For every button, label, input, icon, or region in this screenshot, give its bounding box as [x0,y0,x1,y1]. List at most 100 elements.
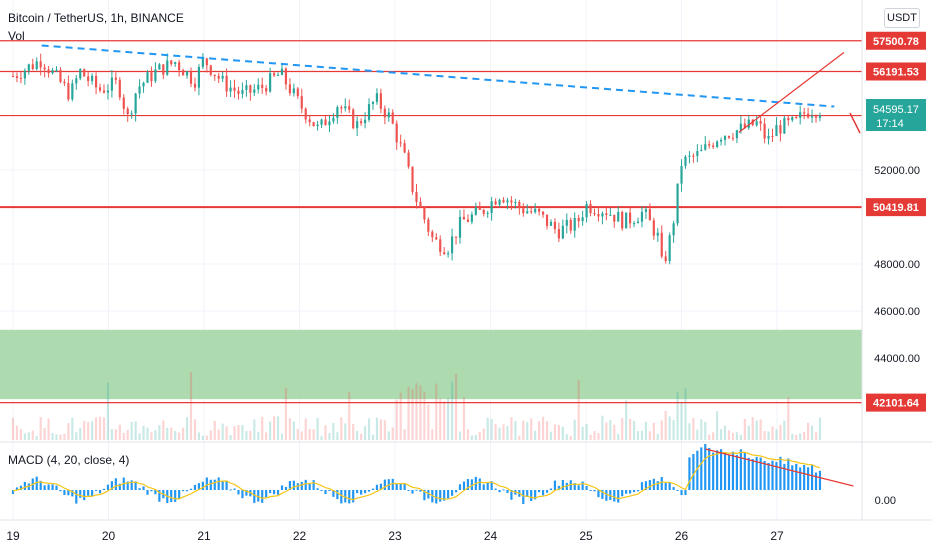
volume-bar [577,379,580,440]
candle-body [759,121,762,124]
candle-body [209,65,212,75]
candle-body [51,70,54,74]
volume-bar [466,429,470,440]
candle-body [55,69,58,71]
volume-bar [383,420,386,440]
price-tick-label: 46000.00 [874,306,920,318]
price-tick-label: 44000.00 [874,353,920,365]
volume-bar [320,435,323,440]
volume-bar [300,431,303,440]
volume-bar [284,387,288,440]
candle-body [63,81,66,84]
macd-bar [265,490,268,498]
candle-body [617,211,620,222]
currency-badge[interactable]: USDT [884,8,920,28]
macd-bar [704,444,707,490]
macd-bar [403,483,406,490]
volume-bar [443,401,446,440]
volume-bar [197,432,201,440]
candle-body [23,70,26,79]
candle-body [138,86,141,94]
macd-bar [19,485,22,490]
candle-body [526,211,529,214]
volume-bar [787,397,790,440]
volume-bar [684,388,687,440]
volume-bar [221,423,224,440]
candle-body [723,136,727,140]
volume-bar [636,431,640,440]
candle-body [613,214,616,222]
volume-bar [447,398,450,440]
volume-bar [621,418,624,440]
macd-bar [348,490,351,504]
candle-body [625,212,628,229]
candle-body [621,211,624,229]
macd-bar [225,480,228,490]
macd-bar [787,458,790,490]
candle-body [581,217,584,222]
volume-bar [138,433,141,440]
macd-bar [640,482,644,490]
volume-bar [217,429,220,440]
candle-body [360,121,363,124]
candle-body [787,117,790,121]
volume-bar [154,430,157,440]
macd-bar [201,481,204,490]
volume-bar [98,416,102,440]
time-tick-label: 25 [579,529,593,543]
volume-bar [229,435,232,440]
volume-bar [332,422,335,440]
macd-bar [684,490,687,496]
volume-bar [462,397,466,440]
candles [11,53,822,265]
macd-bar [803,464,806,490]
macd-bar [672,487,675,490]
candle-body [510,200,513,203]
volume-bar [692,418,695,440]
macd-bar [375,484,379,490]
volume-bar [87,422,90,440]
candle-body [799,112,802,118]
macd-bar [189,488,193,490]
macd-bar [328,490,331,492]
candle-body [371,102,375,105]
macd-bar [360,490,363,495]
volume-bar [51,433,54,440]
candle-body [739,123,742,131]
candle-body [490,201,493,213]
macd-bar [534,490,537,500]
macd-bar [814,472,818,490]
volume-bar [403,429,406,440]
volume-bar [723,425,727,440]
macd-bar [636,490,640,492]
candle-body [814,116,818,118]
volume-bar [573,419,576,440]
volume-bar [569,435,572,440]
macd-bar [723,452,727,490]
volume-bar [166,427,169,440]
volume-bar [454,373,458,440]
volume-bar [75,432,78,440]
macd-bar [11,490,15,494]
macd-bar [783,463,786,490]
candle-body [363,119,367,124]
volume-bar [375,417,379,440]
macd-bar [423,490,426,501]
candle-body [534,208,537,213]
support-zone [0,329,862,400]
volume-bar [648,431,651,440]
macd-bar [15,487,19,490]
candle-body [771,136,774,138]
volume-bar [387,431,390,440]
macd-bar [336,490,339,500]
candle-body [257,84,260,90]
candle-body [134,93,137,114]
candle-body [126,108,129,115]
candle-body [158,64,161,70]
candle-body [39,61,42,68]
candle-body [249,85,252,93]
candle-body [332,117,335,122]
volume-bar [102,417,106,440]
macd-bar [668,482,671,490]
